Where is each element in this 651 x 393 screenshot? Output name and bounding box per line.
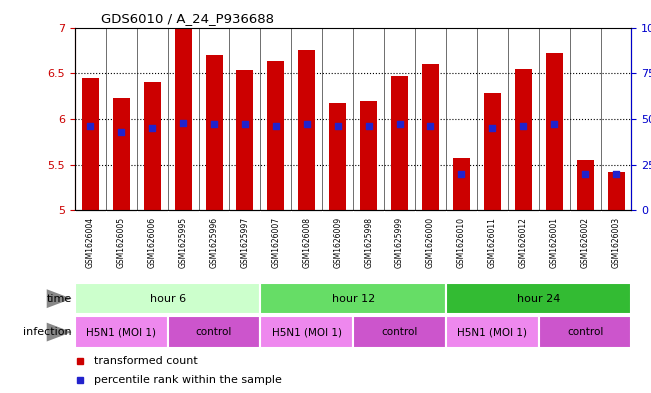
Point [333,123,343,129]
Text: hour 6: hour 6 [150,294,186,304]
Bar [546,53,562,210]
Polygon shape [47,323,72,342]
Bar [515,69,532,210]
Point [178,119,188,126]
Bar [607,172,624,210]
Bar [446,283,631,314]
Bar [298,50,315,210]
Point [456,171,467,177]
Text: GSM1626007: GSM1626007 [271,217,281,268]
Bar [453,158,470,210]
Bar [168,316,260,348]
Bar [329,103,346,210]
Point [240,121,250,127]
Bar [75,283,260,314]
Text: time: time [46,294,72,304]
Point [301,121,312,127]
Text: percentile rank within the sample: percentile rank within the sample [94,375,283,386]
Text: GSM1625998: GSM1625998 [364,217,373,268]
Text: GSM1626009: GSM1626009 [333,217,342,268]
Bar [260,316,353,348]
Text: GSM1626010: GSM1626010 [457,217,466,268]
Bar [391,76,408,210]
Text: GSM1625996: GSM1625996 [210,217,219,268]
Polygon shape [47,289,72,308]
Point [611,171,621,177]
Bar [446,316,539,348]
Point [580,171,590,177]
Text: control: control [381,327,418,337]
Bar [144,82,161,210]
Text: GSM1625997: GSM1625997 [240,217,249,268]
Text: control: control [567,327,603,337]
Text: GSM1626003: GSM1626003 [611,217,620,268]
Bar [353,316,446,348]
Point [487,125,497,131]
Text: GSM1626001: GSM1626001 [549,217,559,268]
Point [116,129,126,135]
Bar [75,316,168,348]
Text: GSM1625999: GSM1625999 [395,217,404,268]
Bar [113,98,130,210]
Bar [360,101,377,210]
Bar [268,61,284,210]
Point [147,125,158,131]
Text: H5N1 (MOI 1): H5N1 (MOI 1) [457,327,527,337]
Text: GDS6010 / A_24_P936688: GDS6010 / A_24_P936688 [101,12,274,25]
Text: GSM1626004: GSM1626004 [86,217,95,268]
Bar [577,160,594,210]
Point [425,123,436,129]
Text: GSM1626005: GSM1626005 [117,217,126,268]
Bar [539,316,631,348]
Text: GSM1626002: GSM1626002 [581,217,590,268]
Text: H5N1 (MOI 1): H5N1 (MOI 1) [86,327,156,337]
Text: GSM1625995: GSM1625995 [178,217,187,268]
Text: control: control [196,327,232,337]
Text: GSM1626006: GSM1626006 [148,217,157,268]
Bar [484,93,501,210]
Text: transformed count: transformed count [94,356,198,366]
Text: GSM1626011: GSM1626011 [488,217,497,268]
Point [209,121,219,127]
Bar [82,78,99,210]
Point [518,123,529,129]
Text: GSM1626008: GSM1626008 [302,217,311,268]
Point [549,121,559,127]
Text: infection: infection [23,327,72,337]
Text: GSM1626012: GSM1626012 [519,217,528,268]
Text: H5N1 (MOI 1): H5N1 (MOI 1) [271,327,342,337]
Bar [236,70,253,210]
Point [363,123,374,129]
Bar [174,28,191,210]
Text: GSM1626000: GSM1626000 [426,217,435,268]
Point [395,121,405,127]
Point [271,123,281,129]
Point [85,123,96,129]
Bar [260,283,446,314]
Text: hour 12: hour 12 [331,294,375,304]
Bar [422,64,439,210]
Text: hour 24: hour 24 [517,294,561,304]
Bar [206,55,223,210]
